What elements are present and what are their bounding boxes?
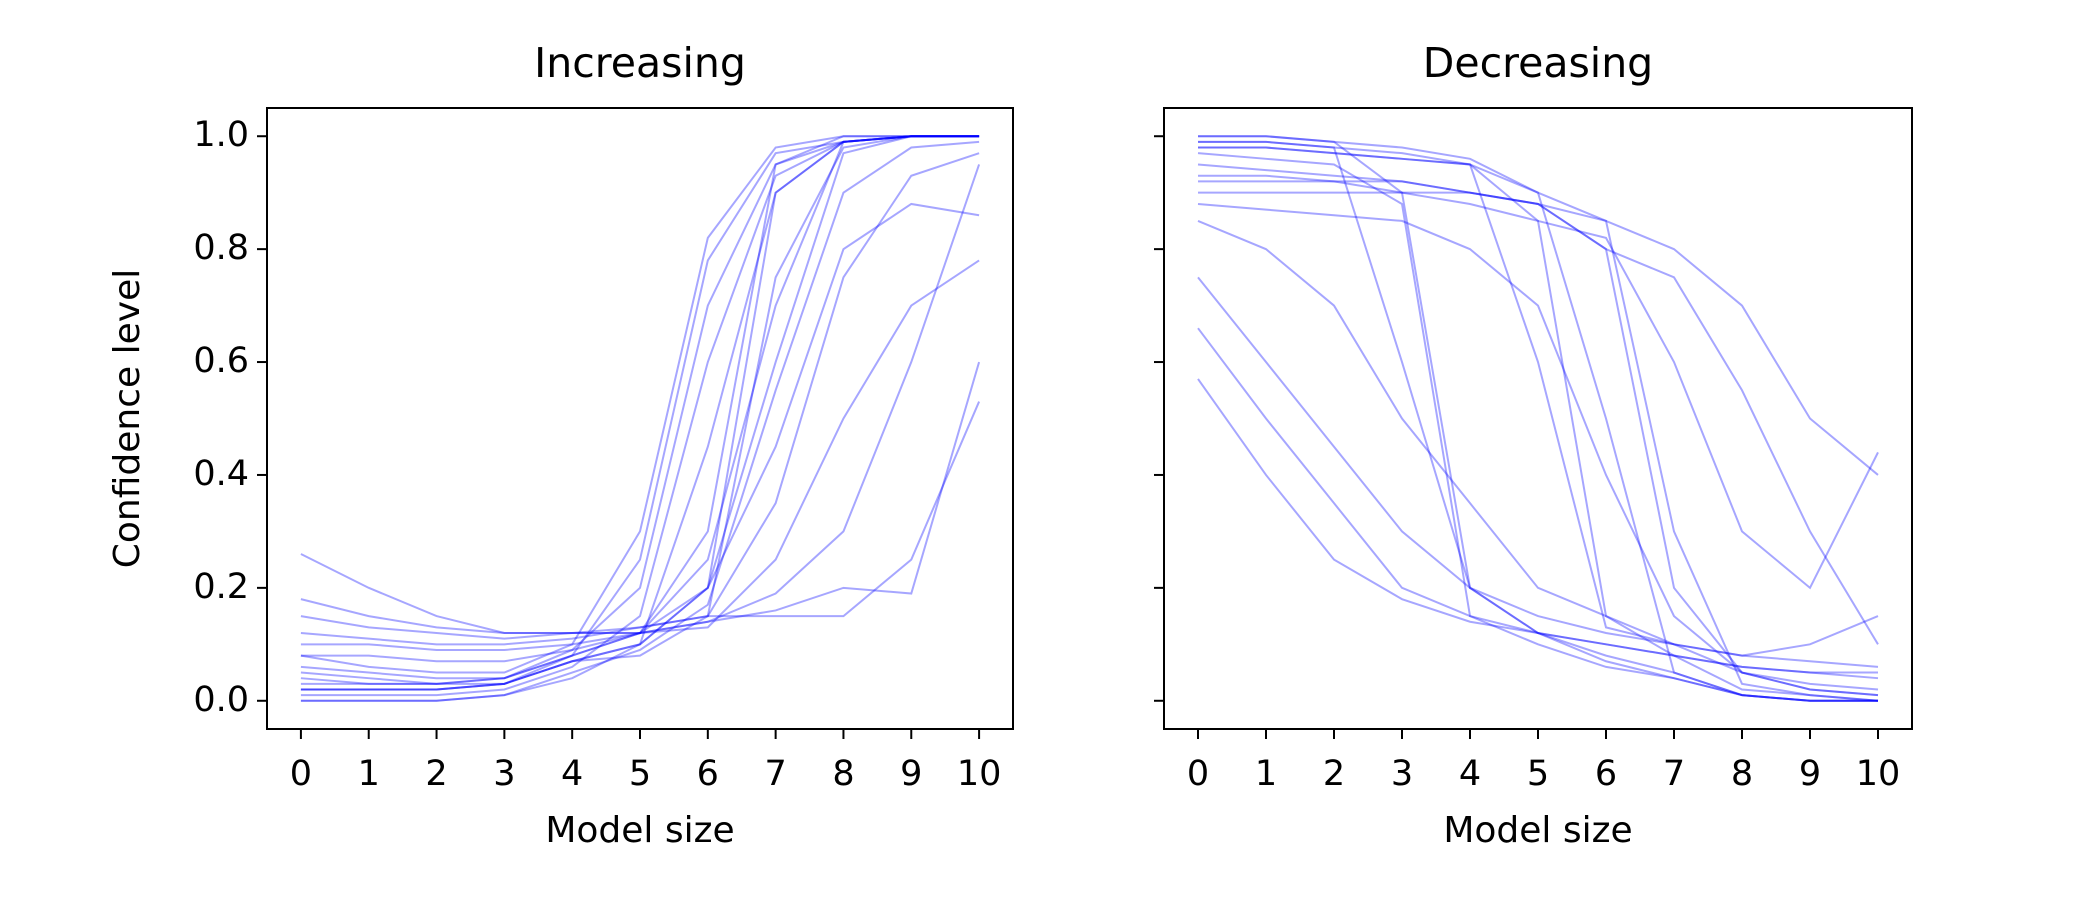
data-line: [300, 259, 980, 635]
y-tick-label: 1.0: [193, 115, 249, 155]
data-line: [1198, 146, 1879, 702]
y-tick-label: 0.6: [193, 341, 249, 381]
subplot: 0 1 2 3 4 5 6 7 8 9 10 Decreasing Model size: [1154, 39, 1913, 851]
data-line: [300, 135, 980, 691]
data-line: [1198, 191, 1879, 645]
data-line: [1197, 378, 1879, 680]
data-line: [1197, 202, 1879, 691]
x-tick-label: 2: [1323, 754, 1345, 794]
y-tick-label: 0.8: [193, 228, 249, 268]
data-line: [1198, 140, 1879, 702]
data-line: [1198, 174, 1879, 590]
x-tick-label: 10: [957, 754, 1002, 794]
data-line: [300, 164, 981, 635]
y-tick-label: 0.4: [193, 454, 249, 494]
x-tick-label: 9: [1799, 754, 1821, 794]
axes-frame: [1163, 107, 1913, 730]
x-axis-label: Model size: [545, 810, 734, 851]
data-line: [300, 135, 980, 691]
x-tick-label: 5: [629, 754, 651, 794]
data-line: [1197, 163, 1879, 697]
data-line: [300, 202, 980, 663]
x-tick-label: 1: [1255, 754, 1277, 794]
data-line: [300, 152, 980, 640]
plot-area: [300, 135, 981, 702]
x-tick-label: 9: [900, 754, 922, 794]
axes-frame: [266, 107, 1014, 730]
data-line: [1197, 219, 1879, 657]
data-line: [300, 135, 980, 702]
x-tick-label: 7: [764, 754, 786, 794]
data-line: [1197, 327, 1878, 674]
x-tick-label: 1: [358, 754, 380, 794]
data-line: [300, 135, 980, 680]
data-line: [300, 135, 980, 691]
x-tick-label: 2: [425, 754, 447, 794]
data-line: [300, 135, 980, 685]
plot-area: [1197, 135, 1879, 702]
data-line: [1197, 276, 1879, 668]
data-line: [300, 401, 981, 646]
subplot: 0 1 2 3 4 5 6 7 8 9 10 0.0 0.2 0.4 0.6 0.8 1.0 Increasing…: [107, 39, 1014, 851]
x-tick-label: 6: [1595, 754, 1617, 794]
data-line: [1198, 180, 1879, 476]
x-tick-label: 4: [1459, 754, 1481, 794]
x-tick-label: 8: [832, 754, 854, 794]
x-tick-label: 10: [1856, 754, 1901, 794]
data-line: [300, 135, 980, 685]
x-tick-label: 8: [1731, 754, 1753, 794]
data-line: [1198, 146, 1879, 697]
data-line: [300, 140, 980, 702]
y-tick-label: 0.2: [193, 567, 249, 607]
x-tick-label: 3: [1391, 754, 1413, 794]
x-tick-label: 6: [697, 754, 719, 794]
x-tick-label: 5: [1527, 754, 1549, 794]
x-tick-label: 4: [561, 754, 583, 794]
chart-title: Decreasing: [1423, 39, 1653, 87]
data-line: [1198, 140, 1878, 702]
data-line: [300, 135, 980, 674]
chart-title: Increasing: [534, 39, 746, 87]
x-tick-label: 0: [290, 754, 312, 794]
x-tick-label: 7: [1663, 754, 1685, 794]
data-line: [300, 361, 981, 651]
y-axis-label: Confidence level: [107, 269, 148, 568]
x-tick-label: 3: [493, 754, 515, 794]
data-line: [300, 135, 980, 697]
data-line: [1198, 135, 1878, 702]
x-axis-label: Model size: [1443, 810, 1632, 851]
data-line: [1198, 135, 1878, 702]
data-line: [300, 135, 980, 685]
x-tick-label: 0: [1187, 754, 1209, 794]
data-line: [1197, 152, 1878, 702]
y-tick-label: 0.0: [193, 680, 249, 720]
